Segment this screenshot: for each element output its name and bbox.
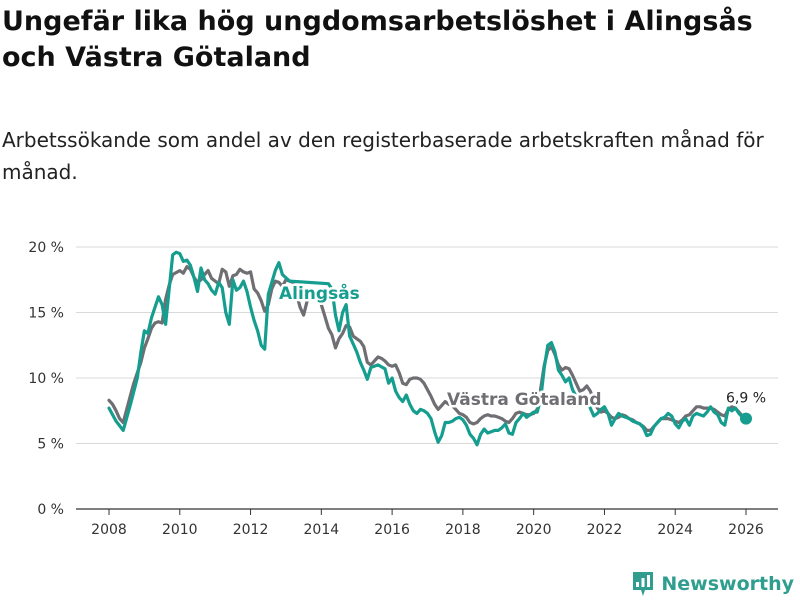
newsworthy-icon xyxy=(633,572,654,596)
end-value-label: 6,9 % xyxy=(726,391,766,407)
x-tick-label: 2022 xyxy=(587,522,623,538)
brand-name: Newsworthy xyxy=(661,573,794,595)
x-tick-label: 2024 xyxy=(657,522,693,538)
y-axis-ticks: 0 % 5 % 10 % 15 % 20 % xyxy=(28,240,64,518)
gridlines xyxy=(76,246,778,510)
series-line-vastra-gotaland xyxy=(107,265,748,432)
y-tick-label: 15 % xyxy=(28,306,64,322)
x-tick-label: 2016 xyxy=(374,522,410,538)
series-line-alingsas xyxy=(107,250,748,447)
chart-title: Ungefär lika hög ungdomsarbetslöshet i A… xyxy=(2,6,753,73)
x-tick-label: 2012 xyxy=(233,522,269,538)
series-label-alingsas: Alingsås xyxy=(279,282,360,304)
x-axis-ticks: 2008 2010 2012 2014 2016 2018 2020 2022 2024 2026 xyxy=(91,509,764,538)
y-tick-label: 5 % xyxy=(37,437,64,453)
chart-subtitle: Arbetssökande som andel av den registerb… xyxy=(2,128,764,184)
x-tick-label: 2008 xyxy=(91,522,127,538)
x-tick-label: 2010 xyxy=(162,522,198,538)
series-lines xyxy=(107,250,748,447)
y-tick-label: 10 % xyxy=(28,371,64,387)
series-labels: Alingsås Västra Götaland 6,9 % xyxy=(277,280,768,425)
x-tick-label: 2014 xyxy=(304,522,340,538)
y-tick-label: 0 % xyxy=(37,502,64,518)
x-tick-label: 2020 xyxy=(516,522,552,538)
newsworthy-logo[interactable]: Newsworthy xyxy=(631,569,794,599)
y-tick-label: 20 % xyxy=(28,240,64,256)
end-point-marker xyxy=(740,412,752,425)
x-tick-label: 2018 xyxy=(445,522,481,538)
x-tick-label: 2026 xyxy=(728,522,764,538)
series-label-vastra-gotaland: Västra Götaland xyxy=(447,390,602,410)
